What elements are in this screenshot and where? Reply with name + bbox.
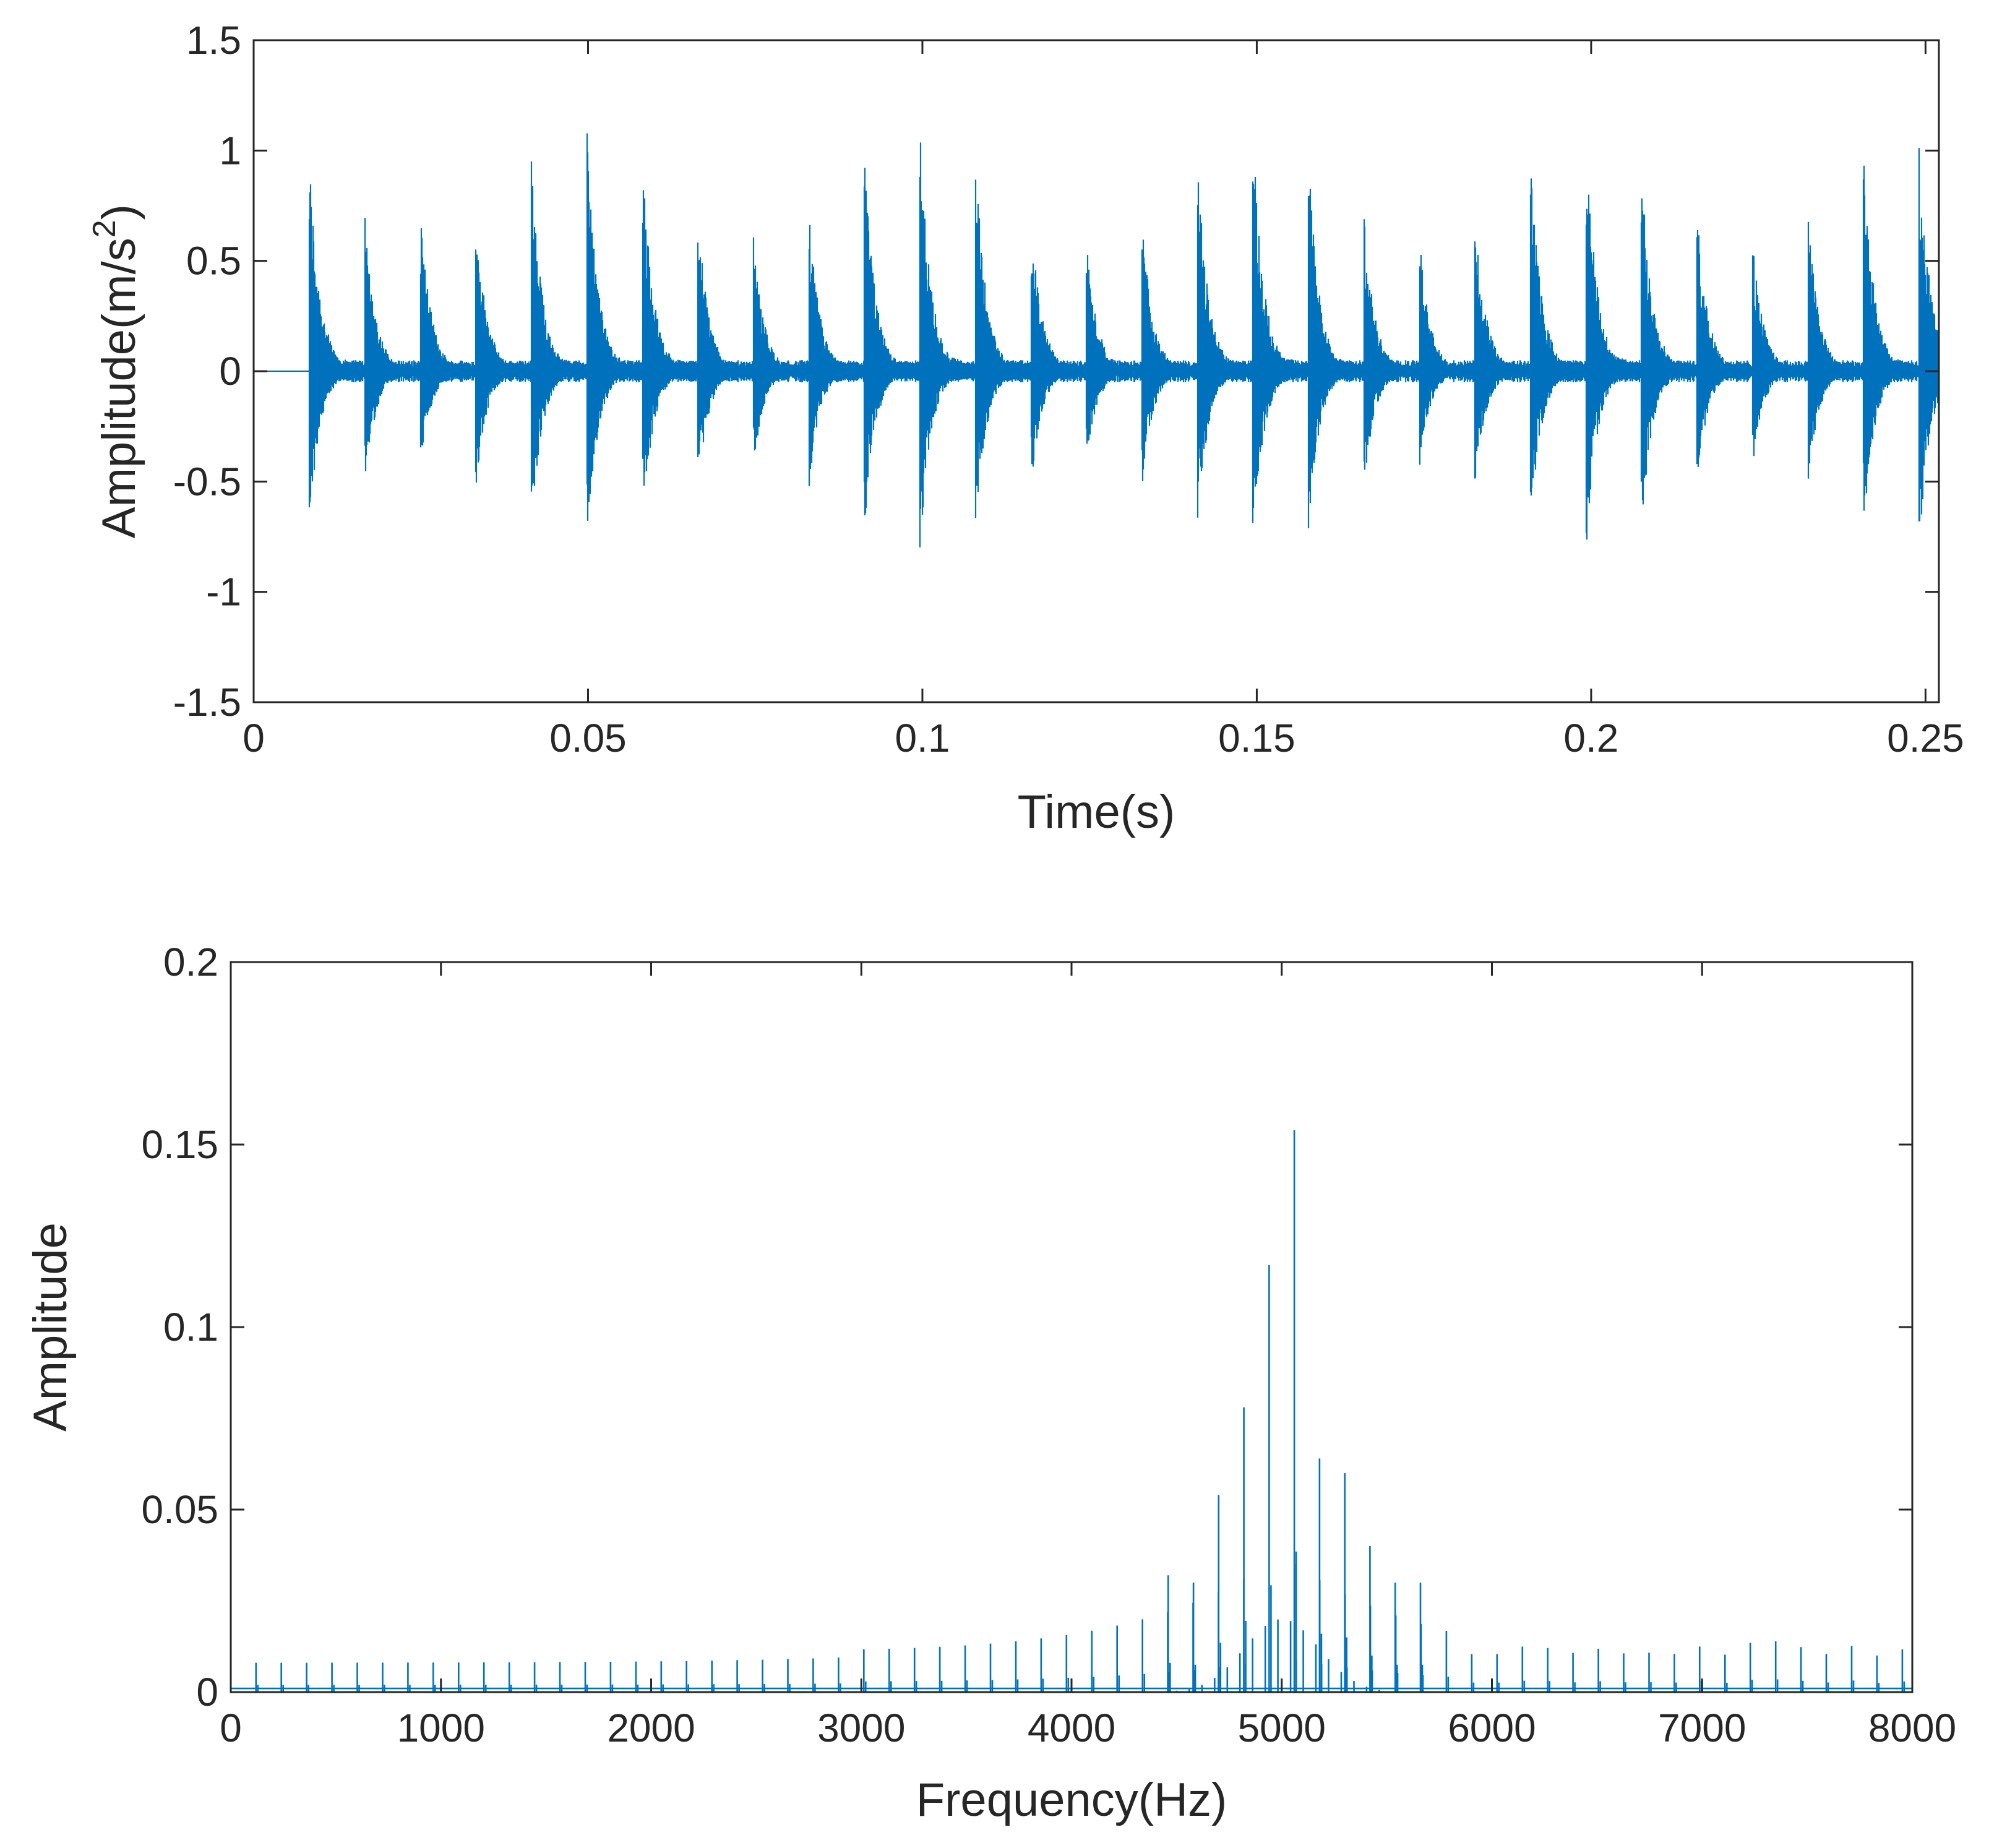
time-signal-line bbox=[254, 133, 1940, 548]
x-tick-label: 0 bbox=[243, 716, 265, 760]
freq-y-axis-title: Amplitude bbox=[24, 1223, 77, 1432]
y-tick-label: 0 bbox=[196, 1670, 218, 1714]
x-tick-label: 0 bbox=[220, 1706, 242, 1750]
y-tick-label: 1 bbox=[219, 128, 241, 173]
y-tick-label: 0.2 bbox=[163, 940, 218, 984]
x-tick-label: 7000 bbox=[1658, 1706, 1746, 1750]
x-tick-label: 2000 bbox=[607, 1706, 695, 1750]
y-tick-label: 1.5 bbox=[186, 18, 241, 62]
y-tick-label: -1.5 bbox=[173, 680, 241, 724]
x-tick-label: 5000 bbox=[1238, 1706, 1326, 1750]
freq-plot-area bbox=[231, 962, 1912, 1692]
x-tick-label: 3000 bbox=[817, 1706, 905, 1750]
y-tick-label: 0.05 bbox=[141, 1487, 218, 1532]
freq-axis-ticks: 0 1000 2000 3000 4000 5000 6000 7000 8000 0 0.05 0.… bbox=[141, 940, 1956, 1750]
x-tick-label: 0.1 bbox=[895, 716, 950, 760]
y-tick-label: 0.5 bbox=[186, 239, 241, 283]
time-x-axis-title: Time(s) bbox=[1018, 786, 1175, 838]
x-tick-label: 0.05 bbox=[549, 716, 627, 760]
y-tick-label: -0.5 bbox=[173, 459, 241, 504]
x-tick-label: 0.25 bbox=[1887, 716, 1964, 760]
y-tick-label: -1 bbox=[206, 570, 241, 614]
x-tick-label: 4000 bbox=[1028, 1706, 1115, 1750]
time-y-axis-title-suffix: ) bbox=[93, 204, 145, 220]
x-tick-label: 0.2 bbox=[1563, 716, 1618, 760]
time-y-axis-title-main: Amplitude(m/s bbox=[93, 238, 145, 538]
y-tick-label: 0.1 bbox=[163, 1305, 218, 1349]
y-tick-label: 0.15 bbox=[141, 1122, 218, 1167]
time-axis-ticks: 0 0.05 0.1 0.15 0.2 0.25 -1.5 -1 -0.5 0 0.5 1 1.5 bbox=[173, 18, 1964, 760]
y-tick-label: 0 bbox=[219, 349, 241, 393]
frequency-domain-chart: 0 1000 2000 3000 4000 5000 6000 7000 8000 0 0.05 0.… bbox=[24, 940, 1956, 1826]
x-tick-label: 8000 bbox=[1868, 1706, 1956, 1750]
time-signal-trace bbox=[254, 133, 1940, 548]
x-tick-label: 1000 bbox=[397, 1706, 485, 1750]
time-y-axis-title: Amplitude(m/s2) bbox=[87, 204, 145, 538]
x-tick-label: 6000 bbox=[1448, 1706, 1536, 1750]
x-tick-label: 0.15 bbox=[1218, 716, 1295, 760]
time-domain-chart: 0 0.05 0.1 0.15 0.2 0.25 -1.5 -1 -0.5 0 0.5 1 1.5 Ti… bbox=[87, 18, 1964, 838]
freq-x-axis-title: Frequency(Hz) bbox=[916, 1774, 1227, 1826]
time-y-axis-title-superscript: 2 bbox=[87, 220, 122, 238]
